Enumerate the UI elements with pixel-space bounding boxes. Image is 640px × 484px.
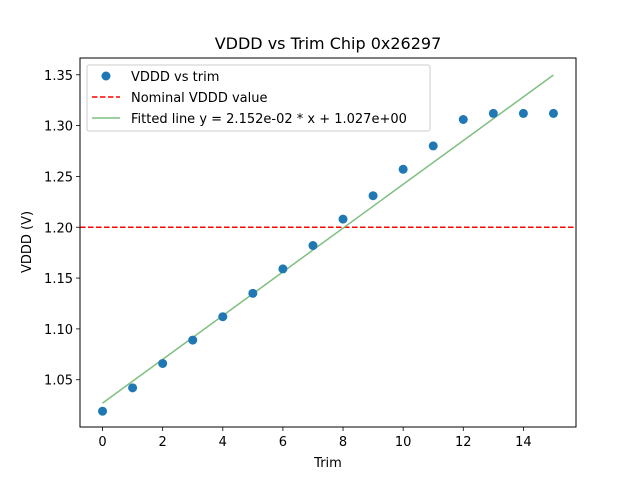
data-point — [98, 406, 108, 416]
x-tick-label: 0 — [98, 435, 106, 450]
chart-title: VDDD vs Trim Chip 0x26297 — [215, 34, 442, 53]
data-point — [548, 108, 558, 118]
x-tick-label: 8 — [339, 435, 347, 450]
y-tick-label: 1.35 — [44, 69, 73, 84]
x-tick-label: 4 — [219, 435, 227, 450]
data-point — [278, 264, 288, 274]
data-point — [488, 108, 498, 118]
data-point — [458, 115, 468, 124]
data-point — [518, 108, 528, 118]
legend-frame — [86, 64, 431, 132]
x-tick-label: 14 — [515, 435, 532, 450]
data-point — [248, 288, 258, 298]
data-point — [368, 191, 378, 201]
legend: VDDD vs trim Nominal VDDD value Fitted l… — [86, 64, 431, 132]
legend-label-nominal: Nominal VDDD value — [131, 91, 267, 106]
y-tick-label: 1.10 — [44, 323, 73, 338]
data-point — [428, 141, 438, 151]
y-tick-label: 1.05 — [44, 374, 73, 389]
x-axis: 0 2 4 6 8 10 12 14 — [98, 427, 532, 450]
y-tick-label: 1.15 — [44, 272, 73, 287]
y-tick-label: 1.25 — [44, 170, 73, 185]
x-axis-label: Trim — [313, 456, 342, 471]
y-tick-label: 1.20 — [44, 221, 73, 236]
plot-area — [80, 74, 576, 416]
data-point — [308, 241, 318, 251]
y-tick-label: 1.30 — [44, 120, 73, 135]
x-tick-label: 10 — [395, 435, 412, 450]
x-tick-label: 2 — [159, 435, 167, 450]
data-point — [398, 164, 408, 174]
data-point — [128, 383, 138, 393]
legend-label-fit: Fitted line y = 2.152e-02 * x + 1.027e+0… — [131, 112, 407, 127]
y-axis-label: VDDD (V) — [20, 211, 35, 273]
data-point — [218, 312, 228, 322]
axes-frame — [79, 57, 577, 428]
legend-label-scatter: VDDD vs trim — [131, 70, 219, 85]
x-tick-label: 12 — [455, 435, 472, 450]
legend-marker-scatter — [101, 71, 111, 81]
y-axis: 1.05 1.10 1.15 1.20 1.25 1.30 1.35 — [44, 69, 80, 389]
x-tick-label: 6 — [279, 435, 287, 450]
data-point — [338, 214, 348, 224]
data-point — [188, 335, 198, 345]
data-point — [158, 358, 168, 368]
fitted-line — [102, 74, 554, 404]
